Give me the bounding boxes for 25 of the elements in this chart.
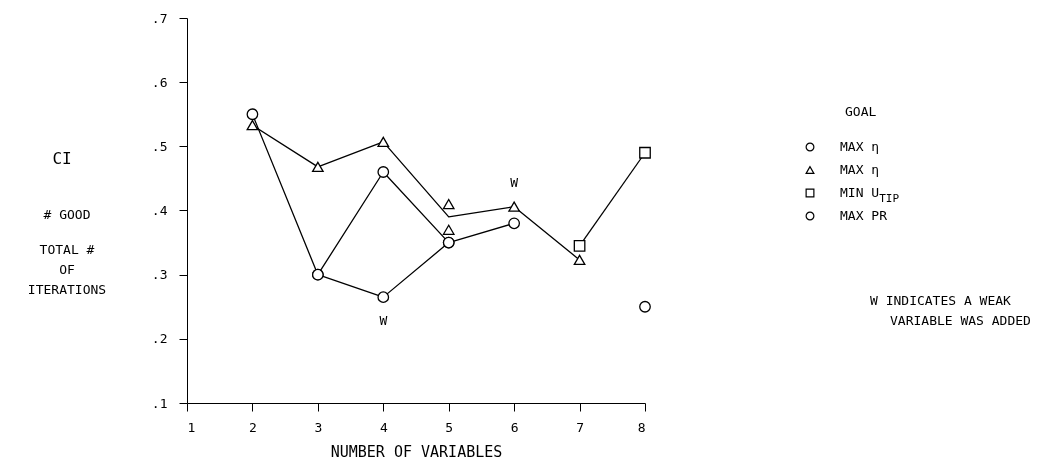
y-tick-label: .6 (151, 74, 168, 90)
text: W INDICATES A WEAK VARIABLE WAS ADDED (870, 293, 1032, 328)
annotation: W (510, 174, 519, 190)
legend-title: GOAL (845, 104, 877, 119)
x-tick-label: 4 (379, 419, 388, 435)
x-axis-title: NUMBER OF VARIABLES (330, 442, 503, 461)
x-tick-label: 8 (637, 419, 646, 435)
y-tick-label: .2 (151, 331, 168, 347)
x-tick-label: 7 (576, 419, 584, 435)
y-tick-label: .3 (151, 267, 168, 283)
legend-label: MAX η (840, 139, 880, 154)
x-tick-label: 5 (445, 419, 454, 435)
x-tick-label: 1 (187, 419, 196, 435)
x-tick-label: 6 (510, 419, 519, 435)
y-tick-label: .4 (151, 203, 168, 218)
y-tick-label: .7 (151, 10, 168, 26)
legend-label: MAX PR (840, 208, 888, 223)
y-tick-label: .5 (151, 138, 168, 154)
x-tick-label: 3 (314, 419, 323, 435)
annotation: W (379, 313, 388, 329)
legend-label: MAX η (840, 162, 880, 177)
y-tick-label: .1 (151, 395, 168, 411)
x-tick-label: 2 (249, 419, 257, 435)
text: # GOOD TOTAL # OF ITERATIONS (27, 207, 107, 297)
text: CI (52, 149, 72, 168)
